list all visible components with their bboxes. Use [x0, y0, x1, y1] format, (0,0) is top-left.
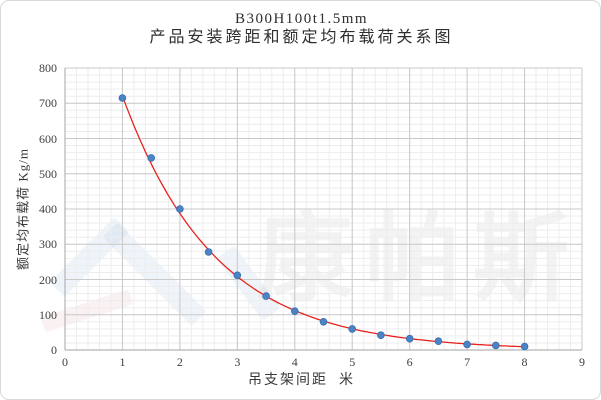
x-tick-label: 5 — [349, 355, 356, 369]
y-tick-label: 500 — [39, 166, 57, 181]
y-tick-label: 0 — [51, 343, 57, 357]
y-tick-label: 400 — [39, 202, 57, 216]
x-tick-label: 6 — [406, 355, 413, 369]
y-tick-label: 200 — [39, 272, 57, 287]
data-point — [204, 248, 213, 256]
x-tick-label: 1 — [119, 355, 126, 369]
y-tick-label: 800 — [39, 61, 57, 75]
data-point — [118, 94, 127, 102]
data-point — [491, 341, 500, 350]
data-point — [463, 340, 471, 349]
data-point — [348, 325, 357, 333]
data-point — [405, 334, 414, 343]
data-point — [377, 331, 385, 340]
data-point — [233, 271, 242, 280]
x-tick-label: 7 — [464, 355, 471, 369]
y-tick-label: 700 — [39, 96, 57, 111]
x-tick-label: 4 — [291, 355, 298, 369]
y-tick-label: 300 — [39, 237, 57, 252]
chart-subtitle: 产品安装跨距和额定均布载荷关系图 — [149, 29, 454, 46]
y-tick-label: 100 — [39, 307, 57, 322]
x-tick-label: 9 — [579, 355, 585, 369]
x-axis-title: 吊支架间距 米 — [248, 373, 355, 388]
y-tick-label: 600 — [39, 131, 57, 146]
data-point — [434, 337, 443, 346]
chart-title-block: B300H100t1.5mm 产品安装跨距和额定均布载荷关系图 — [1, 10, 600, 48]
data-point — [147, 154, 156, 162]
data-point — [176, 205, 184, 213]
x-tick-label: 2 — [176, 355, 183, 369]
x-tick-label: 0 — [62, 355, 68, 369]
data-point — [319, 317, 328, 326]
x-tick-label: 3 — [234, 355, 241, 369]
x-tick-label: 8 — [521, 355, 528, 369]
data-point — [520, 342, 529, 351]
data-point — [262, 292, 270, 300]
data-point — [290, 307, 299, 316]
trendline — [121, 95, 525, 348]
y-axis-title: 额定均布载荷 Kg/m — [15, 148, 31, 270]
chart-title: B300H100t1.5mm — [234, 11, 369, 27]
